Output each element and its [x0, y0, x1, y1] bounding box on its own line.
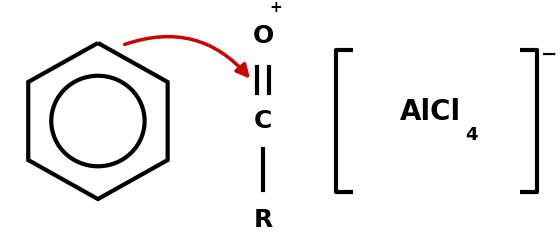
Text: C: C [254, 109, 272, 133]
Text: 4: 4 [465, 126, 478, 144]
Text: R: R [253, 208, 273, 232]
Text: AlCl: AlCl [400, 98, 461, 126]
Text: O: O [253, 24, 274, 48]
FancyArrowPatch shape [125, 37, 248, 76]
Text: −: − [542, 45, 558, 64]
Text: +: + [269, 0, 282, 15]
